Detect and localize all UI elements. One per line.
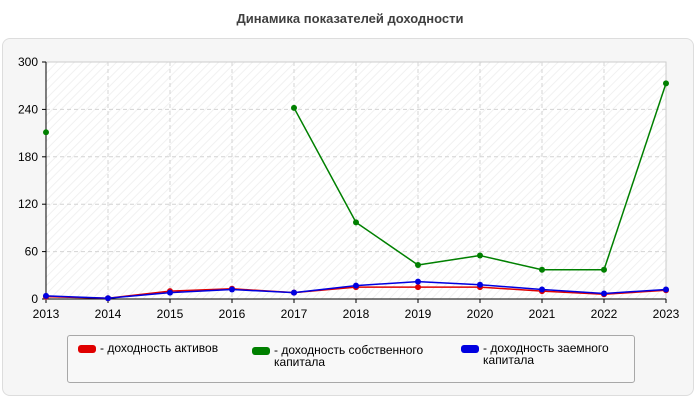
series-point-1 <box>415 262 421 269</box>
x-tick-label: 2014 <box>95 307 122 321</box>
x-tick-label: 2015 <box>157 307 184 321</box>
series-point-1 <box>539 266 545 273</box>
legend-swatch-debt <box>461 345 479 353</box>
series-point-1 <box>353 219 359 226</box>
legend-label-debt: - доходность заемного капитала <box>483 341 609 367</box>
series-point-2 <box>477 281 483 288</box>
legend-swatch-assets <box>78 345 96 353</box>
series-point-1 <box>43 129 49 136</box>
y-tick-label: 240 <box>18 102 38 116</box>
x-tick-label: 2019 <box>405 307 432 321</box>
x-tick-label: 2013 <box>33 307 60 321</box>
x-tick-label: 2018 <box>343 307 370 321</box>
chart-title: Динамика показателей доходности <box>236 11 464 26</box>
series-point-2 <box>105 295 111 302</box>
series-point-2 <box>663 286 669 293</box>
series-point-2 <box>43 292 49 299</box>
x-tick-label: 2020 <box>467 307 494 321</box>
series-point-2 <box>167 289 173 296</box>
series-point-2 <box>601 290 607 297</box>
x-tick-label: 2023 <box>653 307 680 321</box>
x-tick-label: 2016 <box>219 307 246 321</box>
legend-swatch-equity <box>252 347 270 355</box>
y-tick-label: 60 <box>25 245 39 259</box>
legend-label-assets: - доходность активов <box>100 341 219 355</box>
series-point-1 <box>477 252 483 259</box>
legend: - доходность активов - доходность собств… <box>67 335 635 383</box>
series-point-1 <box>663 80 669 87</box>
legend-label-equity: - доходность собственного капитала <box>274 343 424 369</box>
y-tick-label: 120 <box>18 197 38 211</box>
series-point-2 <box>353 282 359 289</box>
x-tick-label: 2022 <box>591 307 618 321</box>
series-point-2 <box>291 289 297 296</box>
y-tick-label: 180 <box>18 150 38 164</box>
series-point-2 <box>229 286 235 293</box>
y-tick-label: 0 <box>31 292 38 306</box>
x-tick-label: 2021 <box>529 307 556 321</box>
series-point-0 <box>415 284 421 291</box>
series-point-1 <box>601 266 607 273</box>
x-tick-label: 2017 <box>281 307 308 321</box>
series-point-1 <box>291 104 297 111</box>
y-tick-label: 300 <box>18 55 38 69</box>
series-point-2 <box>415 278 421 285</box>
series-point-2 <box>539 286 545 293</box>
